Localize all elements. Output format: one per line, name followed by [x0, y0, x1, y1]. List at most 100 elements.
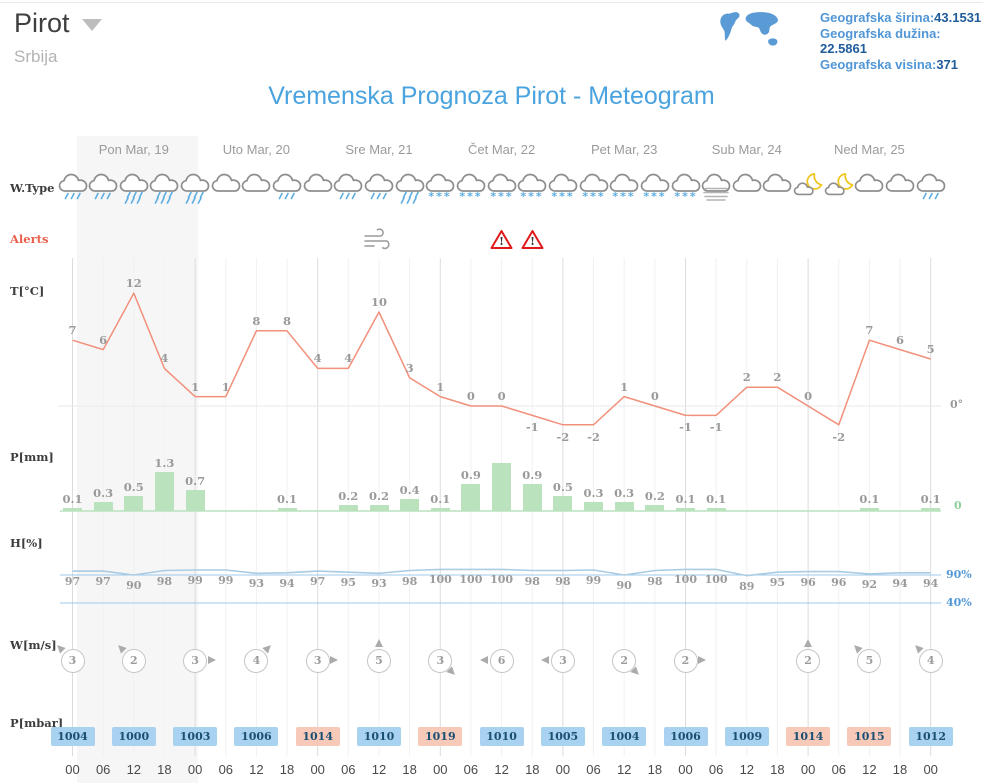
precip-bar: [522, 484, 542, 511]
time-axis-label: 00: [555, 762, 571, 777]
weather-icon-snow: ***: [425, 172, 455, 204]
svg-text:***: ***: [521, 190, 544, 203]
temperature-value: 8: [282, 313, 291, 328]
svg-text:***: ***: [490, 190, 513, 203]
page-title: Vremenska Prognoza Pirot - Meteogram: [268, 82, 715, 110]
wind-speed-marker: 4: [918, 649, 943, 673]
temperature-value: 0: [497, 389, 506, 403]
wind-speed-marker: 3: [305, 649, 330, 673]
country-label: Srbija: [14, 47, 58, 66]
pressure-value-badge: 1010: [479, 727, 524, 746]
pressure-value-badge: 1010: [357, 727, 401, 746]
humidity-value: 94: [279, 576, 295, 590]
temperature-value: 5: [926, 342, 935, 356]
temperature-value: 2: [742, 370, 751, 385]
wind-direction-arrow: [330, 656, 339, 664]
temperature-value: -2: [587, 429, 600, 444]
wind-direction-arrow: [374, 639, 383, 647]
temperature-value: 6: [895, 332, 904, 347]
temperature-value: 4: [160, 351, 169, 366]
pressure-value-badge: 1005: [540, 727, 585, 746]
wind-alert-icon: [362, 226, 396, 257]
temperature-value: -1: [679, 420, 692, 435]
temperature-value: 10: [370, 295, 387, 309]
time-axis-label: 12: [494, 762, 509, 777]
pressure-value-badge: 1000: [111, 727, 156, 746]
weather-icon-rain-heavy: [395, 172, 425, 204]
time-axis-label: 00: [678, 762, 693, 777]
precip-value: 1.3: [154, 456, 175, 470]
weather-icon-snow: ***: [579, 172, 609, 204]
humidity-value: 96: [800, 575, 816, 589]
weather-icon-night-cloud: [793, 172, 823, 204]
time-axis-label: 00: [800, 762, 816, 777]
precip-value: 0.3: [583, 486, 604, 500]
geo-row-altitude: Geografska visina:371: [820, 56, 959, 72]
humidity-value: 90: [616, 579, 632, 592]
humidity-value: 94: [923, 576, 939, 590]
time-axis-label: 12: [126, 762, 142, 777]
time-axis-label: 12: [862, 762, 877, 777]
precip-value: 0.4: [399, 483, 420, 497]
temperature-value: 4: [344, 351, 353, 366]
precip-bar: [676, 508, 695, 511]
time-axis-label: 00: [433, 762, 448, 777]
time-axis-label: 00: [187, 762, 203, 777]
weather-icon-cloud: [854, 172, 884, 204]
precip-value: 0.2: [644, 489, 665, 503]
humidity-value: 94: [892, 576, 908, 590]
precip-value: 0.2: [338, 489, 359, 503]
humidity-value: 89: [739, 579, 755, 593]
weather-icon-cloud: [732, 172, 762, 204]
weather-icon-rain-heavy: [180, 172, 210, 204]
time-axis-label: 06: [95, 762, 111, 777]
humidity-40-axis-label: 40%: [946, 596, 972, 609]
precip-value: 0.5: [552, 480, 573, 494]
time-axis-label: 06: [463, 762, 479, 777]
day-header: Čet Mar, 22: [467, 142, 536, 157]
row-label-humidity: H[%]: [10, 536, 43, 550]
temperature-value: 0: [804, 389, 813, 403]
wind-direction-arrow: [803, 639, 812, 647]
day-header: Uto Mar, 20: [222, 142, 290, 157]
time-axis-label: 06: [831, 762, 847, 777]
temperature-value: 7: [865, 323, 874, 338]
humidity-value: 95: [769, 576, 786, 590]
svg-text:!: !: [499, 235, 504, 248]
svg-text:***: ***: [643, 190, 666, 203]
time-axis-label: 18: [892, 762, 908, 777]
temperature-value: -1: [525, 420, 539, 435]
pressure-value-badge: 1009: [724, 727, 769, 746]
chevron-down-icon[interactable]: [81, 18, 102, 31]
weather-icon-snow: ***: [548, 172, 578, 204]
weather-icon-rain: [333, 172, 363, 204]
time-axis-label: 18: [525, 762, 540, 777]
wind-speed-marker: 2: [612, 649, 637, 673]
temperature-value: 6: [99, 332, 108, 347]
wind-direction-arrow: [480, 656, 489, 664]
precip-value: 0.3: [614, 486, 635, 500]
time-axis-label: 06: [708, 762, 724, 777]
humidity-value: 98: [156, 574, 173, 588]
location-dropdown[interactable]: Pirot: [14, 8, 102, 39]
weather-icon-snow: ***: [517, 172, 547, 204]
humidity-value: 93: [248, 577, 265, 591]
precip-bar: [706, 508, 726, 511]
row-label-weather-type: W.Type: [10, 181, 55, 195]
time-axis-label: 06: [218, 762, 234, 777]
wind-speed-marker: 2: [796, 649, 821, 673]
weather-icon-cloud: [241, 172, 271, 204]
precip-bar: [461, 484, 481, 511]
time-axis-label: 12: [616, 762, 632, 777]
precip-bar: [859, 508, 879, 511]
day-header: Sub Mar, 24: [711, 142, 782, 157]
temperature-line: [72, 292, 931, 426]
pressure-value-badge: 1004: [50, 727, 95, 746]
humidity-value: 100: [704, 573, 728, 587]
svg-text:!: !: [530, 235, 535, 248]
precip-bar: [492, 463, 512, 511]
humidity-value: 97: [64, 575, 81, 589]
time-axis-label: 12: [739, 762, 755, 777]
wind-speed-marker: 4: [244, 649, 269, 673]
humidity-value: 93: [371, 577, 387, 591]
